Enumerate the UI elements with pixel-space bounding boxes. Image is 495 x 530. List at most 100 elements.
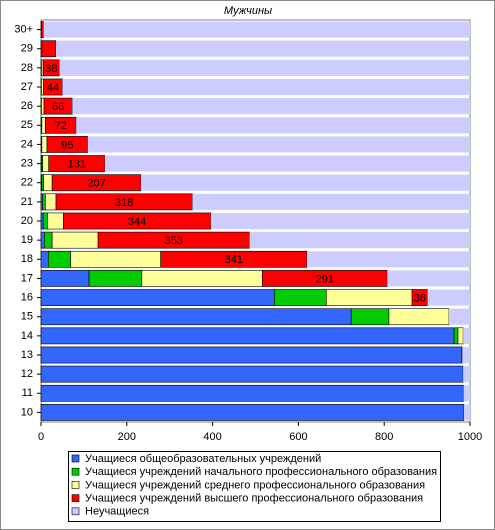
y-tick-label: 18 [21, 253, 33, 265]
y-tick-label: 26 [21, 100, 33, 112]
bar-segment [42, 193, 46, 211]
bar-segment [448, 308, 470, 325]
bar-segment [40, 270, 90, 287]
bar-segment [325, 289, 413, 306]
x-tick-label: 600 [289, 431, 307, 443]
bar-segment [463, 385, 470, 402]
bar-segment [40, 289, 275, 306]
bar-segment [44, 231, 53, 249]
bar-segment [453, 327, 459, 345]
bar-segment [41, 40, 57, 58]
legend-label: Неучащиеся [85, 506, 149, 518]
bar-segment [88, 270, 143, 287]
data-label: 344 [128, 216, 146, 228]
bar-segment [42, 155, 50, 172]
y-tick-label: 15 [21, 311, 33, 323]
bar-segment [87, 136, 471, 153]
x-tick-label: 200 [118, 431, 136, 443]
data-label: 44 [47, 82, 59, 94]
bar-segment [56, 40, 470, 57]
bar-segment [388, 308, 450, 326]
bar-segment [51, 231, 99, 249]
y-tick-label: 24 [21, 138, 33, 150]
y-tick-label: 25 [21, 119, 33, 131]
bar-segment [462, 346, 470, 364]
x-tick-label: 800 [375, 431, 393, 443]
bar-segment [463, 366, 470, 383]
y-tick-label: 23 [21, 157, 33, 169]
bar-segment [463, 404, 470, 421]
bar-segment [40, 346, 463, 364]
y-tick-label: 11 [22, 387, 33, 399]
bar-segment [97, 231, 250, 249]
legend-swatch [71, 467, 80, 476]
legend-label: Учащиеся учреждений среднего профессиона… [85, 479, 425, 491]
bar-segment [43, 174, 53, 192]
bar-segment [140, 174, 470, 191]
bar-segment [70, 250, 161, 268]
data-label: 291 [316, 273, 334, 285]
legend-label: Учащиеся общеобразовательных учреждений [85, 453, 321, 465]
bar-segment [41, 78, 44, 96]
y-tick-label: 12 [21, 368, 33, 380]
y-tick-label: 13 [21, 349, 33, 361]
bar-segment [274, 289, 327, 306]
y-tick-label: 22 [21, 177, 33, 189]
bar-segment [41, 97, 45, 115]
y-tick-label: 14 [21, 330, 33, 342]
bar-segment [40, 231, 45, 249]
data-label: 36 [414, 292, 426, 304]
bar-segment [104, 155, 471, 172]
bar-segment [72, 98, 470, 115]
bar-segment [40, 308, 352, 326]
bar-segment [160, 250, 308, 268]
bar-segment [47, 212, 64, 230]
y-tick-label: 10 [21, 406, 33, 418]
y-tick-label: 28 [21, 62, 33, 74]
bar-segment [76, 117, 470, 134]
bar-segment [210, 212, 470, 230]
y-tick-label: 17 [21, 272, 33, 284]
x-tick-label: 1000 [458, 431, 482, 443]
y-tick-label: 29 [21, 43, 33, 55]
bar-segment [44, 193, 57, 211]
bar-segment [43, 21, 470, 38]
bar-segment [42, 212, 48, 230]
bar-segment [41, 116, 46, 134]
data-label: 353 [165, 235, 183, 247]
bar-segment [141, 270, 263, 287]
y-tick-label: 19 [21, 234, 33, 246]
legend-swatch [71, 454, 80, 463]
chart-title: Мужчины [224, 5, 272, 17]
y-tick-label: 20 [21, 215, 33, 227]
data-label: 318 [115, 197, 133, 209]
legend-box [68, 451, 441, 522]
bar-segment [457, 327, 464, 345]
data-label: 95 [61, 139, 73, 151]
legend-label: Учащиеся учреждений начального профессио… [85, 466, 437, 478]
bar-segment [47, 250, 71, 268]
bar-segment [40, 384, 464, 402]
bar-segment [387, 270, 470, 287]
bar-segment [62, 78, 470, 96]
y-tick-label: 21 [21, 196, 33, 208]
bar-segment [306, 251, 470, 268]
y-tick-label: 27 [21, 81, 33, 93]
bar-segment [427, 289, 470, 306]
legend-label: Учащиеся учреждений высшего профессионал… [85, 493, 423, 505]
bar-segment [41, 21, 44, 38]
bar-segment [40, 212, 44, 230]
x-tick-label: 0 [38, 431, 44, 443]
x-tick-label: 400 [203, 431, 221, 443]
y-tick-label: 30+ [14, 23, 33, 35]
data-label: 66 [52, 101, 64, 113]
data-label: 38 [45, 63, 57, 75]
data-label: 207 [87, 178, 105, 190]
bar-segment [40, 327, 455, 345]
bar-segment [249, 232, 470, 249]
bar-segment [40, 404, 465, 421]
data-label: 72 [55, 120, 67, 132]
data-label: 341 [225, 254, 243, 266]
